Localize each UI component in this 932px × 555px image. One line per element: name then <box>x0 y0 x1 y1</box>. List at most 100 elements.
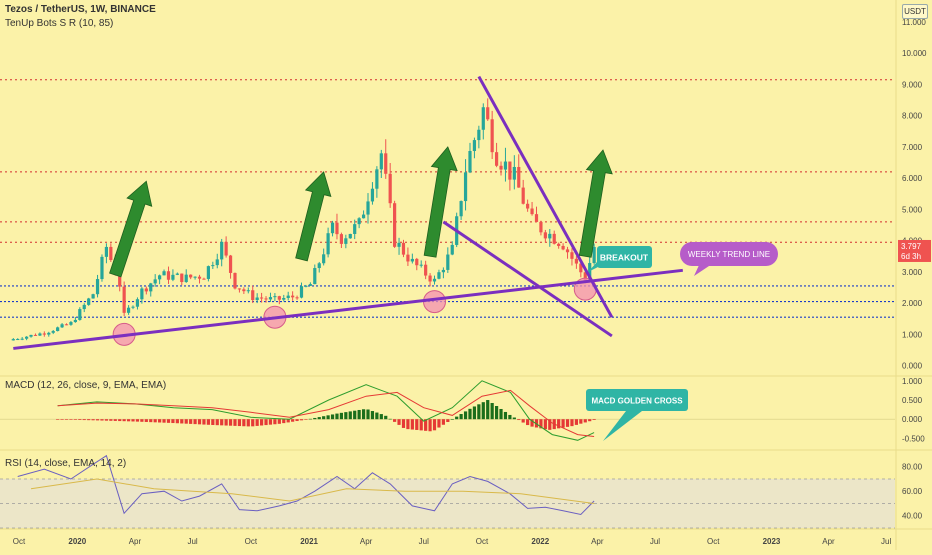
price-badge-countdown: 6d 3h <box>901 252 921 261</box>
y-tick-label: 8.000 <box>902 112 923 121</box>
candle-body <box>317 263 321 269</box>
candle-body <box>428 275 432 282</box>
macd-histogram-bar <box>330 414 335 420</box>
candle-body <box>60 324 64 328</box>
candle-body <box>162 271 166 276</box>
x-tick-label: Jul <box>881 537 891 546</box>
macd-histogram-bar <box>180 419 184 424</box>
candle-body <box>388 173 392 204</box>
up-arrow <box>109 180 153 278</box>
macd-histogram-bar <box>149 419 153 423</box>
macd-histogram-bar <box>78 419 82 420</box>
candle-body <box>499 165 503 170</box>
macd-histogram-bar <box>304 419 308 420</box>
macd-histogram-bar <box>348 411 352 420</box>
price-badge <box>898 239 931 262</box>
candle-body <box>264 298 268 300</box>
macd-histogram-bar <box>228 419 233 426</box>
macd-histogram-bar <box>100 419 104 421</box>
macd-histogram-bar <box>539 419 543 429</box>
macd-histogram-bar <box>428 419 432 432</box>
candle-body <box>361 214 366 219</box>
candle-body <box>534 214 539 222</box>
candle-body <box>384 153 388 174</box>
macd-histogram-bar <box>446 419 450 422</box>
candle-body <box>446 254 450 270</box>
macd-histogram-bar <box>118 419 122 422</box>
candle-body <box>171 274 175 280</box>
breakout-label: BREAKOUT <box>600 253 649 263</box>
macd-histogram-bar <box>73 419 77 420</box>
macd-histogram-bar <box>131 419 135 422</box>
weekly-trend-label: WEEKLY TREND LINE <box>688 250 770 259</box>
candle-body <box>353 224 357 234</box>
macd-histogram-bar <box>592 419 596 420</box>
candle-body <box>393 203 397 247</box>
candle-body <box>330 222 335 234</box>
candle-body <box>51 331 55 333</box>
macd-histogram-bar <box>459 414 463 420</box>
indicator-title: TenUp Bots S R (10, 85) <box>5 18 114 29</box>
rsi-title: RSI (14, close, EMA, 14, 2) <box>5 458 127 469</box>
candle-body <box>237 288 242 290</box>
macd-histogram-bar <box>313 417 317 420</box>
y-tick-label: 5.000 <box>902 205 923 214</box>
macd-histogram-bar <box>233 419 237 426</box>
x-tick-label: Apr <box>822 537 835 546</box>
candle-body <box>144 288 148 292</box>
candle-body <box>206 266 210 279</box>
macd-histogram-bar <box>530 419 534 427</box>
macd-histogram-bar <box>397 419 401 425</box>
macd-histogram-bar <box>104 419 109 421</box>
macd-histogram-bar <box>494 405 499 420</box>
macd-histogram-bar <box>193 419 197 425</box>
candle-body <box>126 307 131 313</box>
macd-histogram-bar <box>153 419 157 423</box>
up-arrow <box>295 171 332 262</box>
x-tick-label: Jul <box>187 537 197 546</box>
x-tick-label: Jul <box>650 537 660 546</box>
candle-body <box>91 294 95 299</box>
currency-button[interactable]: USDT <box>902 4 928 19</box>
macd-histogram-bar <box>565 419 570 427</box>
rsi-y-tick-label: 60.00 <box>902 487 923 496</box>
macd-histogram-bar <box>246 419 250 427</box>
candle-body <box>592 246 596 264</box>
candle-body <box>357 218 361 225</box>
macd-histogram-bar <box>299 419 304 421</box>
candle-body <box>246 290 250 292</box>
candle-body <box>282 297 286 300</box>
weekly-trend-label-box <box>680 242 778 266</box>
macd-histogram-bar <box>557 419 561 429</box>
candle-body <box>131 306 135 308</box>
candle-body <box>415 258 419 266</box>
macd-histogram-bar <box>326 415 330 420</box>
candle-body <box>100 256 104 280</box>
macd-histogram-bar <box>588 419 592 422</box>
macd-cross-label-box <box>586 389 688 411</box>
macd-histogram-bar <box>548 419 552 430</box>
macd-y-tick-label: -0.500 <box>902 434 925 443</box>
macd-y-tick-label: 1.000 <box>902 377 923 386</box>
price-badge-value: 3.797 <box>901 242 922 251</box>
candle-body <box>557 243 561 246</box>
candle-body <box>517 166 521 188</box>
weekly-trend-line <box>13 268 683 350</box>
candle-body <box>42 333 46 335</box>
candle-body <box>233 272 237 289</box>
macd-histogram-bar <box>189 419 193 424</box>
macd-histogram-bar <box>468 408 472 420</box>
candle-body <box>490 119 494 153</box>
macd-histogram-bar <box>237 419 242 427</box>
candle-body <box>539 221 543 233</box>
candle-body <box>419 264 423 266</box>
macd-histogram-bar <box>291 419 295 422</box>
y-tick-label: 1.000 <box>902 330 923 339</box>
macd-histogram-bar <box>259 419 264 426</box>
macd-histogram-bar <box>472 406 477 420</box>
candle-body <box>47 332 51 335</box>
breakout-label-pointer <box>588 262 600 272</box>
candle-body <box>308 284 312 286</box>
macd-histogram-bar <box>463 411 468 420</box>
